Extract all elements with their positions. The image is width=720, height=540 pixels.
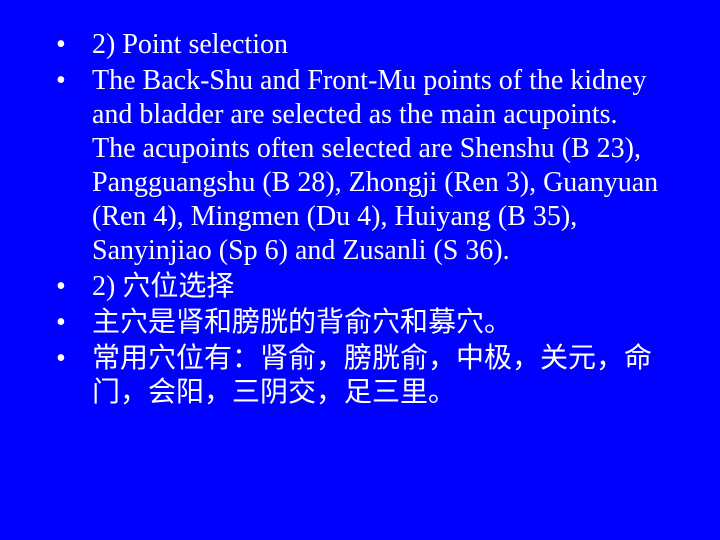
item-text: 主穴是肾和膀胱的背俞穴和募穴。 [92,306,660,340]
bullet-icon: • [56,64,92,98]
bullet-icon: • [56,270,92,304]
slide-body: • 2) Point selection • The Back-Shu and … [92,28,660,410]
list-item: • The Back-Shu and Front-Mu points of th… [92,64,660,268]
list-item: • 常用穴位有：肾俞，膀胱俞，中极，关元，命门，会阳，三阴交，足三里。 [92,342,660,410]
item-text: 2) Point selection [92,28,660,62]
bullet-icon: • [56,28,92,62]
item-text: 2) 穴位选择 [92,270,660,304]
bullet-icon: • [56,306,92,340]
list-item: • 2) 穴位选择 [92,270,660,304]
list-item: • 2) Point selection [92,28,660,62]
item-text: The Back-Shu and Front-Mu points of the … [92,64,660,268]
bullet-icon: • [56,342,92,376]
item-text: 常用穴位有：肾俞，膀胱俞，中极，关元，命门，会阳，三阴交，足三里。 [92,342,660,410]
list-item: • 主穴是肾和膀胱的背俞穴和募穴。 [92,306,660,340]
